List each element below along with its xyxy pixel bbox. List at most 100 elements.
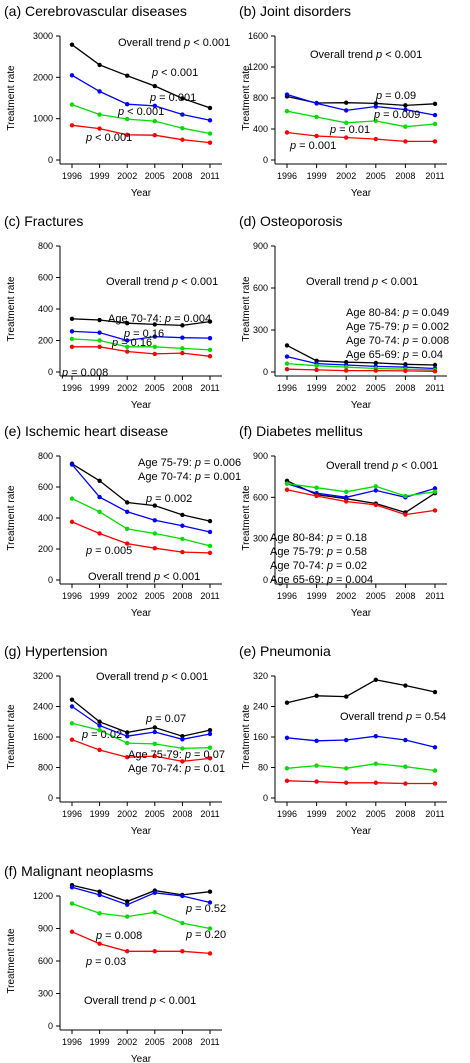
data-point (432, 101, 438, 107)
annotation: Age 75-79: p = 0.58 (270, 546, 367, 558)
data-point (69, 329, 75, 334)
panel-title: (f) Diabetes mellitus (239, 423, 363, 439)
data-point (97, 727, 102, 733)
y-tick-label: 0 (263, 155, 268, 165)
data-point (180, 137, 185, 142)
data-point (284, 354, 290, 359)
y-tick-label: 600 (38, 956, 53, 966)
data-point (432, 508, 438, 513)
annotation: Age 70-74: p = 0.008 (346, 335, 449, 347)
data-point (125, 541, 130, 546)
series-4 (284, 778, 438, 786)
data-point (207, 926, 213, 931)
annotation: Age 70-74: p = 0.01 (128, 763, 225, 775)
data-point (152, 910, 157, 915)
series-line (71, 44, 211, 109)
data-point (207, 727, 213, 733)
data-point (314, 738, 319, 744)
annotation: p < 0.001 (117, 106, 164, 118)
data-point (125, 526, 130, 532)
data-point (180, 346, 185, 351)
data-point (180, 112, 185, 117)
series-line (71, 931, 211, 955)
y-tick-label: 900 (38, 924, 53, 934)
data-point (403, 737, 408, 743)
data-point (180, 920, 185, 926)
series-2 (69, 329, 213, 343)
panel-2: (b) Joint disorders 0 400 800 1200 1600 1996 19… (239, 3, 447, 199)
data-point (97, 89, 102, 94)
data-point (314, 493, 319, 499)
panel-title: (b) Joint disorders (239, 3, 351, 19)
data-point (207, 105, 213, 111)
series-line (286, 131, 435, 143)
y-tick-label: 600 (253, 283, 268, 293)
data-point (97, 494, 102, 500)
data-point (207, 529, 213, 535)
x-tick-label: 2011 (200, 171, 219, 181)
data-point (207, 319, 213, 324)
x-tick-label: 2008 (395, 591, 415, 601)
x-tick-label: 1999 (90, 171, 110, 181)
x-tick-label: 2002 (336, 809, 356, 819)
annotation: Age 70-74: p = 0.004 (108, 313, 211, 325)
x-tick-label: 2011 (200, 383, 219, 393)
data-point (152, 753, 157, 759)
data-point (403, 512, 408, 517)
series-1 (69, 461, 213, 524)
data-point (344, 120, 349, 126)
data-point (314, 367, 319, 373)
data-point (344, 694, 349, 699)
data-point (97, 478, 102, 483)
annotation: Overall trend p < 0.001 (106, 276, 218, 288)
x-tick-label: 1999 (307, 809, 327, 819)
annotation: p = 0.008 (61, 367, 108, 379)
x-tick-label: 1999 (307, 171, 327, 181)
series-3 (69, 901, 213, 931)
data-point (152, 103, 157, 109)
data-point (180, 737, 185, 742)
x-tick-label: 2002 (117, 809, 137, 819)
series-line (71, 124, 211, 144)
x-tick-label: 1999 (307, 383, 327, 393)
data-point (180, 746, 185, 751)
data-point (152, 949, 157, 954)
panel-1: (a) Cerebrovascular diseases 0 1000 2000 300… (4, 3, 230, 199)
data-point (284, 130, 290, 135)
data-point (180, 734, 185, 739)
data-point (152, 503, 157, 508)
data-point (180, 949, 185, 954)
series-line (286, 93, 436, 116)
data-point (373, 502, 378, 508)
data-point (344, 135, 349, 140)
data-point (69, 704, 75, 709)
y-tick-label: 400 (253, 124, 268, 134)
annotation: Age 80-84: p = 0.049 (346, 307, 449, 319)
x-tick-label: 1996 (62, 1037, 82, 1047)
data-point (152, 83, 157, 89)
data-point (97, 747, 102, 753)
x-tick-label: 1996 (62, 591, 82, 601)
data-point (344, 499, 349, 504)
data-point (125, 320, 130, 326)
y-tick-label: 2400 (33, 702, 53, 712)
series-line (71, 318, 211, 327)
y-tick-label: 600 (38, 273, 53, 283)
panel-title: (c) Fractures (4, 213, 83, 229)
data-point (125, 132, 130, 137)
data-point (97, 723, 102, 728)
data-point (344, 368, 349, 373)
data-point (69, 697, 75, 702)
data-point (314, 693, 319, 699)
data-point (344, 766, 349, 771)
series-1 (284, 677, 438, 705)
annotation: p = 0.02 (81, 729, 122, 741)
data-point (125, 344, 130, 349)
data-point (125, 338, 130, 343)
data-point (432, 745, 438, 750)
y-tick-label: 900 (253, 451, 268, 461)
series-line (71, 705, 211, 740)
series-line (71, 463, 211, 522)
data-point (125, 914, 130, 919)
